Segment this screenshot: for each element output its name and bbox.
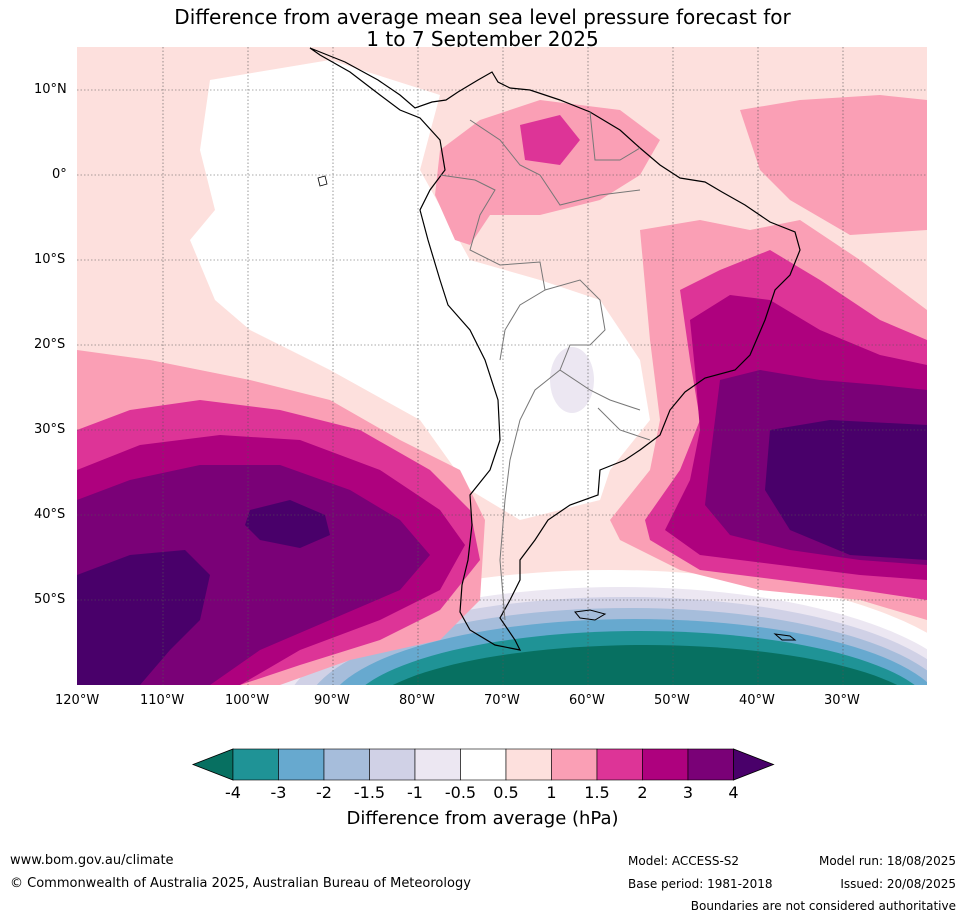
colorbar-title: Difference from average (hPa) bbox=[346, 808, 619, 829]
anomaly-band-1-1.5-atlantic-north bbox=[740, 95, 927, 235]
anomaly-core-gt4-pacific-south bbox=[77, 550, 210, 685]
lon-label-30w: 30°W bbox=[824, 693, 860, 708]
lat-label-10s: 10°S bbox=[34, 252, 66, 267]
colorbar-swatch bbox=[323, 748, 370, 781]
colorbar-swatch bbox=[278, 748, 325, 781]
lat-label-50s: 50°S bbox=[34, 592, 66, 607]
map-plot-area bbox=[77, 47, 927, 685]
lon-label-60w: 60°W bbox=[569, 693, 605, 708]
colorbar-tick-label: -1 bbox=[407, 783, 423, 802]
anomaly-core-gt4-pacific-north bbox=[245, 500, 330, 548]
lon-label-50w: 50°W bbox=[654, 693, 690, 708]
footer-model-run: Model run: 18/08/2025 bbox=[818, 854, 956, 868]
footer-issued: Issued: 20/08/2025 bbox=[840, 877, 956, 891]
colorbar-swatch bbox=[596, 748, 643, 781]
lat-label-40s: 40°S bbox=[34, 507, 66, 522]
colorbar-arrow-high bbox=[733, 748, 775, 781]
falkland-islands bbox=[574, 609, 607, 621]
lat-label-30s: 30°S bbox=[34, 422, 66, 437]
footer-model: Model: ACCESS-S2 bbox=[628, 854, 740, 868]
colorbar-tick-label: 2 bbox=[637, 783, 648, 802]
colorbar bbox=[191, 748, 775, 781]
colorbar-tick-label: 3 bbox=[682, 783, 694, 802]
south-georgia bbox=[773, 633, 797, 641]
colorbar-swatch bbox=[687, 748, 734, 781]
lon-label-110w: 110°W bbox=[140, 693, 185, 708]
colorbar-tick-label: 0.5 bbox=[493, 783, 519, 802]
colorbar-tick-label: -4 bbox=[225, 783, 241, 802]
colorbar-tick-label: 4 bbox=[728, 783, 739, 802]
south-america-coastline bbox=[309, 47, 801, 651]
colorbar-tick-label: -3 bbox=[270, 783, 287, 802]
anomaly-band-gt4-atlantic bbox=[765, 420, 927, 560]
map-gridlines bbox=[77, 47, 927, 685]
colorbar-swatch bbox=[551, 748, 598, 781]
lon-label-120w: 120°W bbox=[55, 693, 100, 708]
anomaly-band-neg-4 bbox=[393, 645, 897, 685]
colorbar-swatch bbox=[414, 748, 461, 781]
map-title-line2: 1 to 7 September 2025 bbox=[366, 27, 599, 51]
colorbar-arrow-low bbox=[191, 748, 234, 781]
lat-label-20s: 20°S bbox=[34, 337, 66, 352]
colorbar-swatch bbox=[460, 748, 507, 781]
lon-label-70w: 70°W bbox=[484, 693, 520, 708]
lon-label-40w: 40°W bbox=[739, 693, 775, 708]
lat-label-10n: 10°N bbox=[34, 82, 67, 97]
footer-base-period: Base period: 1981-2018 bbox=[628, 877, 773, 891]
colorbar-swatch bbox=[232, 748, 279, 781]
footer-disclaimer: Boundaries are not considered authoritat… bbox=[690, 899, 956, 913]
lon-label-90w: 90°W bbox=[314, 693, 350, 708]
footer-copyright: © Commonwealth of Australia 2025, Austra… bbox=[10, 876, 471, 891]
colorbar-tick-label: -1.5 bbox=[353, 783, 386, 802]
colorbar-tick-label: 1.5 bbox=[584, 783, 610, 802]
anomaly-patch-1.5-2 bbox=[520, 115, 580, 165]
colorbar-tick-label: 1 bbox=[546, 783, 557, 802]
colorbar-tick-label: -2 bbox=[316, 783, 332, 802]
anomaly-patch-neg-0.5 bbox=[550, 347, 594, 413]
lon-label-80w: 80°W bbox=[399, 693, 435, 708]
colorbar-swatch bbox=[642, 748, 689, 781]
footer-website: www.bom.gov.au/climate bbox=[10, 853, 174, 868]
colorbar-swatch bbox=[505, 748, 552, 781]
map-title-line1: Difference from average mean sea level p… bbox=[174, 5, 791, 29]
galapagos-islands bbox=[317, 175, 328, 187]
anomaly-band-1-1.5-tropics bbox=[435, 100, 660, 245]
colorbar-tick-label: -0.5 bbox=[444, 783, 477, 802]
colorbar-swatch bbox=[369, 748, 416, 781]
lon-label-100w: 100°W bbox=[225, 693, 270, 708]
country-borders bbox=[439, 111, 651, 621]
lat-label-0: 0° bbox=[52, 167, 67, 182]
